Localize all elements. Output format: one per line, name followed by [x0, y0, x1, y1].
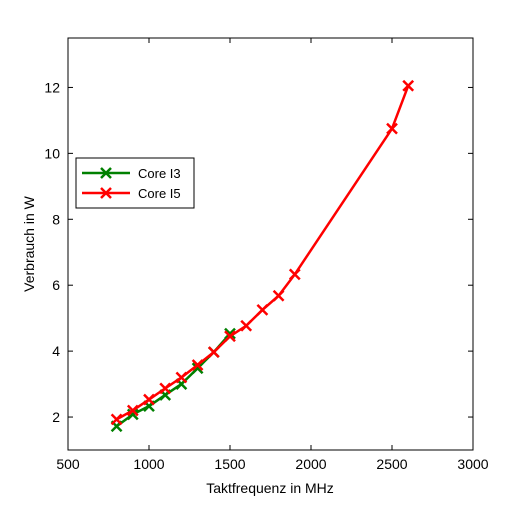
- legend-box: [75, 157, 195, 209]
- series-1-point: [272, 289, 285, 302]
- y-tick-label: 2: [52, 409, 60, 425]
- y-axis-ticks: 2 4 6 8 10 12: [44, 79, 473, 425]
- series-1-point: [288, 268, 301, 281]
- plot-frame: [67, 37, 474, 451]
- series-1-point: [240, 319, 253, 332]
- x-tick-label: 2500: [376, 456, 407, 472]
- y-tick-label: 10: [44, 145, 60, 161]
- series-1-point: [126, 404, 139, 417]
- series-1-point: [402, 79, 415, 92]
- legend-label: Core I3: [138, 166, 181, 181]
- series-1-point: [256, 304, 269, 316]
- x-tick-label: 500: [56, 456, 80, 472]
- series-1-point: [224, 330, 236, 343]
- series-0-point: [191, 362, 204, 375]
- y-axis-label: Verbrauch in W: [21, 195, 37, 291]
- series-1-point: [110, 413, 123, 426]
- y-tick-label: 12: [44, 79, 60, 95]
- series-1-point: [386, 122, 398, 135]
- x-tick-label: 3000: [457, 456, 488, 472]
- y-tick-label: 8: [52, 211, 60, 227]
- y-tick-label: 4: [52, 343, 60, 359]
- legend-swatch-marker: [100, 187, 112, 199]
- series-1-point: [191, 359, 204, 371]
- legend-label: Core I5: [138, 186, 181, 201]
- series-1-point: [159, 382, 172, 395]
- x-axis-ticks: 500 1000 1500 2000 2500 3000: [56, 38, 489, 472]
- x-axis-label: Taktfrequenz in MHz: [206, 480, 334, 496]
- legend-swatch-marker: [100, 167, 112, 179]
- series-1-point: [143, 393, 155, 406]
- legend: Core I3 Core I5: [75, 157, 195, 209]
- series-0-point: [224, 327, 236, 340]
- y-tick-label: 6: [52, 277, 60, 293]
- series-1-point: [175, 371, 188, 384]
- x-tick-label: 1000: [133, 456, 164, 472]
- series-layer: [110, 79, 415, 433]
- x-tick-label: 1500: [214, 456, 245, 472]
- series-1-point: [207, 346, 220, 358]
- x-tick-label: 2000: [295, 456, 326, 472]
